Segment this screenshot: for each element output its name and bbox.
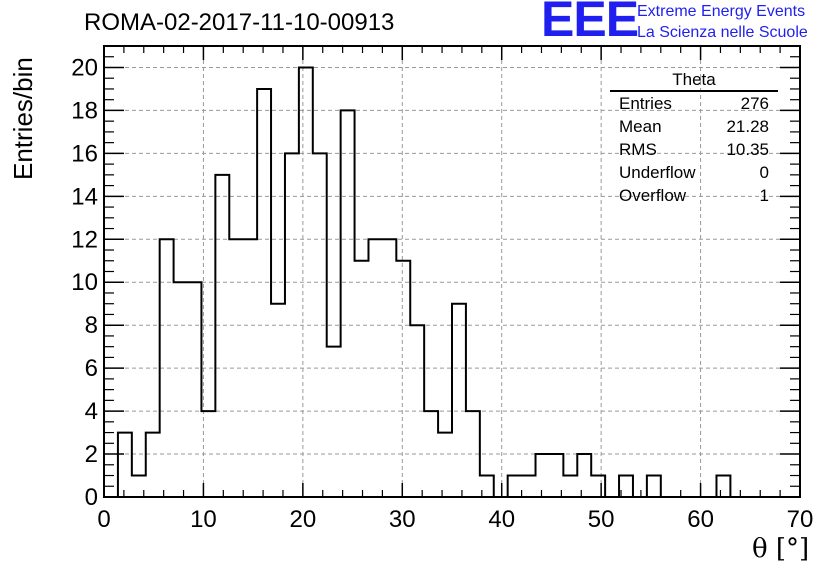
x-tick-label: 0 [97, 506, 110, 533]
y-tick-label: 10 [71, 269, 98, 296]
stats-value: 21.28 [726, 117, 769, 136]
stats-label: Underflow [619, 163, 696, 182]
eee-logo: EEE [541, 0, 639, 47]
x-tick-label: 70 [787, 506, 814, 533]
y-tick-label: 16 [71, 140, 98, 167]
y-tick-label: 14 [71, 183, 98, 210]
stats-row-mean: Mean 21.28 [610, 115, 778, 138]
y-axis-label: Entries/bin [8, 57, 38, 180]
stats-title: Theta [610, 69, 778, 92]
stats-label: RMS [619, 140, 657, 159]
stats-value: 276 [740, 94, 769, 113]
x-axis-label: θ [°] [752, 534, 810, 564]
y-tick-label: 6 [85, 355, 98, 382]
chart-title: ROMA-02-2017-11-10-00913 [84, 9, 395, 36]
grid-lines [104, 46, 800, 497]
stats-row-overflow: Overflow 1 [610, 184, 778, 207]
x-tick-label: 40 [488, 506, 515, 533]
stats-label: Mean [619, 117, 662, 136]
y-tick-label: 4 [85, 398, 98, 425]
x-tick-label: 60 [687, 506, 714, 533]
stats-row-entries: Entries 276 [610, 92, 778, 115]
x-tick-label: 10 [190, 506, 217, 533]
x-tick-label: 30 [389, 506, 416, 533]
axis-ticks [103, 46, 801, 498]
stats-label: Overflow [619, 186, 687, 205]
stats-value: 0 [759, 163, 769, 182]
y-tick-label: 12 [71, 226, 98, 253]
x-tick-label: 50 [588, 506, 615, 533]
plot-frame [103, 45, 801, 498]
stats-label: Entries [619, 94, 672, 113]
logo-subtitle-1: Extreme Energy Events [637, 3, 806, 20]
stats-value: 1 [759, 186, 769, 205]
y-tick-label: 2 [85, 441, 98, 468]
y-tick-label: 8 [85, 312, 98, 339]
y-tick-label: 0 [85, 484, 98, 511]
x-tick-label: 20 [290, 506, 317, 533]
y-tick-label: 18 [71, 97, 98, 124]
stats-row-rms: RMS 10.35 [610, 138, 778, 161]
histogram-line [116, 66, 745, 498]
stats-value: 10.35 [726, 140, 769, 159]
y-tick-label: 20 [71, 54, 98, 81]
stats-box: Theta Entries 276 Mean 21.28 RMS 10.35 U… [610, 69, 778, 207]
logo-subtitle-2: La Scienza nelle Scuole [637, 24, 808, 41]
stats-row-underflow: Underflow 0 [610, 161, 778, 184]
